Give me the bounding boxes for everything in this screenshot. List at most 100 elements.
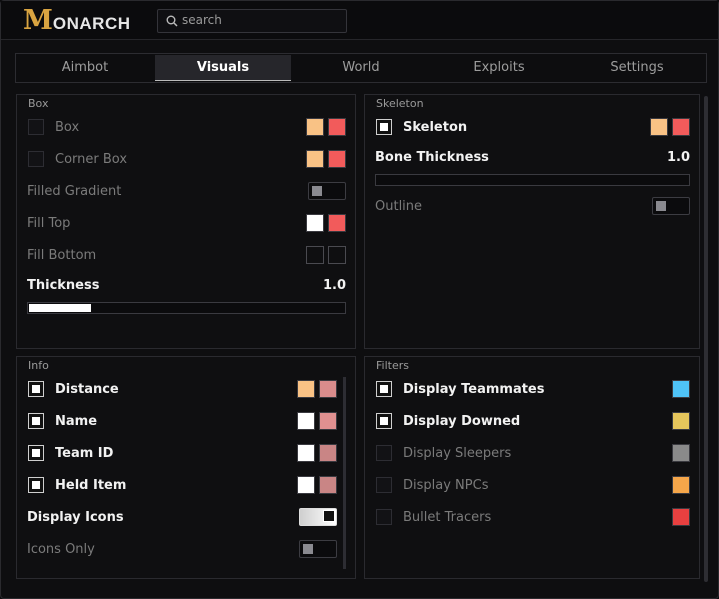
checkbox[interactable]: [376, 119, 392, 135]
rows: Skeleton Bone Thickness 1.0 Outline: [375, 111, 690, 222]
panel-title: Box: [28, 97, 49, 110]
checkbox[interactable]: [28, 381, 44, 397]
checkbox[interactable]: [28, 445, 44, 461]
controls: 1.0: [323, 271, 346, 299]
color-swatch[interactable]: [672, 380, 690, 398]
setting-label: Fill Bottom: [27, 247, 97, 263]
color-swatch[interactable]: [328, 214, 346, 232]
color-swatch[interactable]: [328, 150, 346, 168]
color-swatch[interactable]: [672, 118, 690, 136]
color-swatch[interactable]: [672, 444, 690, 462]
setting-row: Name: [27, 405, 337, 437]
setting-label: Held Item: [55, 477, 127, 493]
setting-row: Bullet Tracers: [375, 501, 690, 533]
setting-label: Display Downed: [403, 413, 521, 429]
search-box[interactable]: search: [157, 9, 347, 33]
controls: 1.0: [667, 143, 690, 171]
setting-row: Display Downed: [375, 405, 690, 437]
checkbox[interactable]: [28, 151, 44, 167]
tab[interactable]: Visuals: [155, 55, 291, 81]
color-swatch[interactable]: [306, 214, 324, 232]
controls: [650, 111, 690, 143]
toggle[interactable]: [308, 182, 346, 200]
color-swatch[interactable]: [297, 412, 315, 430]
setting-row: Bone Thickness 1.0: [375, 143, 690, 171]
controls: [299, 501, 337, 533]
slider[interactable]: [27, 302, 346, 314]
color-swatch[interactable]: [328, 246, 346, 264]
panel-title: Info: [28, 359, 49, 372]
controls: [297, 437, 337, 469]
color-swatch[interactable]: [319, 476, 337, 494]
color-swatch[interactable]: [319, 412, 337, 430]
scrollbar[interactable]: [343, 377, 346, 569]
setting-row: Outline: [375, 190, 690, 222]
setting-row: Team ID: [27, 437, 337, 469]
panel: Filters Display Teammates Display Downed Di…: [364, 356, 700, 579]
color-swatch[interactable]: [319, 444, 337, 462]
tab[interactable]: Aimbot: [61, 60, 109, 75]
rows: Distance Name Team ID Held Item Display Icon…: [27, 373, 337, 565]
scrollbar[interactable]: [704, 96, 708, 582]
color-swatch[interactable]: [319, 380, 337, 398]
tab[interactable]: Settings: [610, 60, 664, 75]
setting-row: Held Item: [27, 469, 337, 501]
slider[interactable]: [375, 174, 690, 186]
toggle[interactable]: [652, 197, 690, 215]
setting-row: Fill Top: [27, 207, 346, 239]
toggle[interactable]: [299, 540, 337, 558]
setting-row: Fill Bottom: [27, 239, 346, 271]
setting-label: Filled Gradient: [27, 183, 122, 199]
tab[interactable]: World: [342, 60, 380, 75]
checkbox[interactable]: [376, 509, 392, 525]
controls: [672, 437, 690, 469]
setting-label: Fill Top: [27, 215, 71, 231]
checkbox[interactable]: [376, 413, 392, 429]
setting-label: Display Icons: [27, 509, 124, 525]
setting-row: Box: [27, 111, 346, 143]
slider-value: 1.0: [322, 277, 346, 293]
color-swatch[interactable]: [297, 380, 315, 398]
checkbox[interactable]: [376, 445, 392, 461]
controls: [672, 405, 690, 437]
color-swatch[interactable]: [306, 246, 324, 264]
search-placeholder: search: [182, 13, 222, 27]
search-icon: [166, 15, 178, 27]
setting-label: Display NPCs: [403, 477, 489, 493]
tab[interactable]: Exploits: [473, 60, 525, 75]
panel: Box Box Corner Box Filled Gradient Fill Top F…: [16, 94, 356, 349]
color-swatch[interactable]: [672, 476, 690, 494]
panel: Skeleton Skeleton Bone Thickness 1.0 Outline: [364, 94, 700, 349]
color-swatch[interactable]: [297, 476, 315, 494]
setting-label: Bullet Tracers: [403, 509, 492, 525]
logo-text: ONARCH: [52, 14, 131, 33]
controls: [306, 239, 346, 271]
setting-row: Display Teammates: [375, 373, 690, 405]
controls: [306, 111, 346, 143]
checkbox[interactable]: [28, 413, 44, 429]
toggle[interactable]: [299, 508, 337, 526]
setting-label: Icons Only: [27, 541, 95, 557]
setting-label: Distance: [55, 381, 119, 397]
setting-label: Box: [55, 119, 80, 135]
setting-label: Display Sleepers: [403, 445, 512, 461]
panel-title: Skeleton: [376, 97, 424, 110]
checkbox[interactable]: [28, 119, 44, 135]
setting-label: Name: [55, 413, 98, 429]
controls: [297, 373, 337, 405]
color-swatch[interactable]: [306, 118, 324, 136]
top-bar: MONARCH search: [1, 1, 718, 40]
color-swatch[interactable]: [306, 150, 324, 168]
color-swatch[interactable]: [328, 118, 346, 136]
color-swatch[interactable]: [650, 118, 668, 136]
checkbox[interactable]: [28, 477, 44, 493]
setting-row: Icons Only: [27, 533, 337, 565]
color-swatch[interactable]: [672, 508, 690, 526]
controls: [306, 143, 346, 175]
checkbox[interactable]: [376, 381, 392, 397]
color-swatch[interactable]: [297, 444, 315, 462]
checkbox[interactable]: [376, 477, 392, 493]
color-swatch[interactable]: [672, 412, 690, 430]
controls: [306, 207, 346, 239]
